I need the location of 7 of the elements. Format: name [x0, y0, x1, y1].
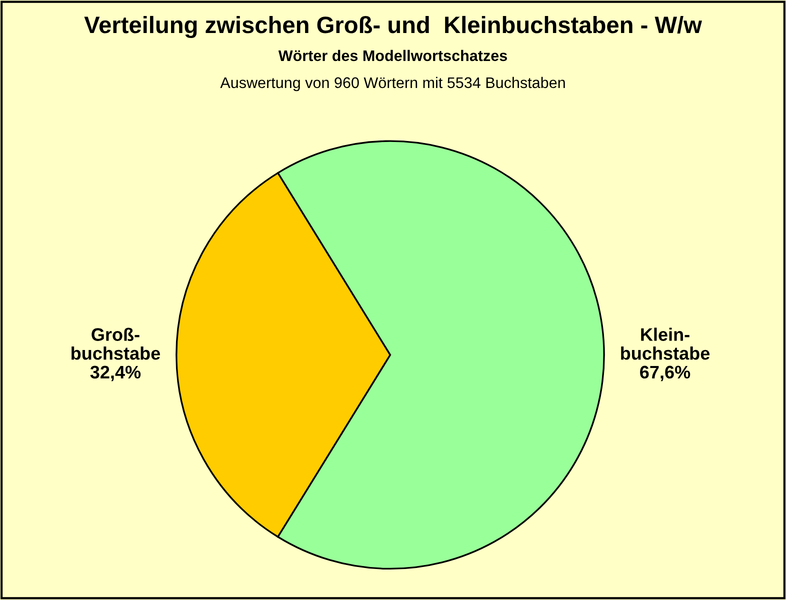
slice-label: Groß- buchstabe — [72, 328, 160, 360]
text: Auswertung von 960 Wörtern mit 5534 Buchstaben — [220, 76, 565, 92]
data-label: 32,4% — [90, 366, 141, 382]
chart-subtitle: Wörter des Modellwortschatzes — [278, 50, 507, 62]
slice-label: Klein- buchstabe — [621, 328, 710, 360]
chart-title: Verteilung zwischen Groß- und Kleinbuchstaben - W/w — [84, 16, 702, 38]
data-label: 67,6% — [640, 366, 690, 382]
